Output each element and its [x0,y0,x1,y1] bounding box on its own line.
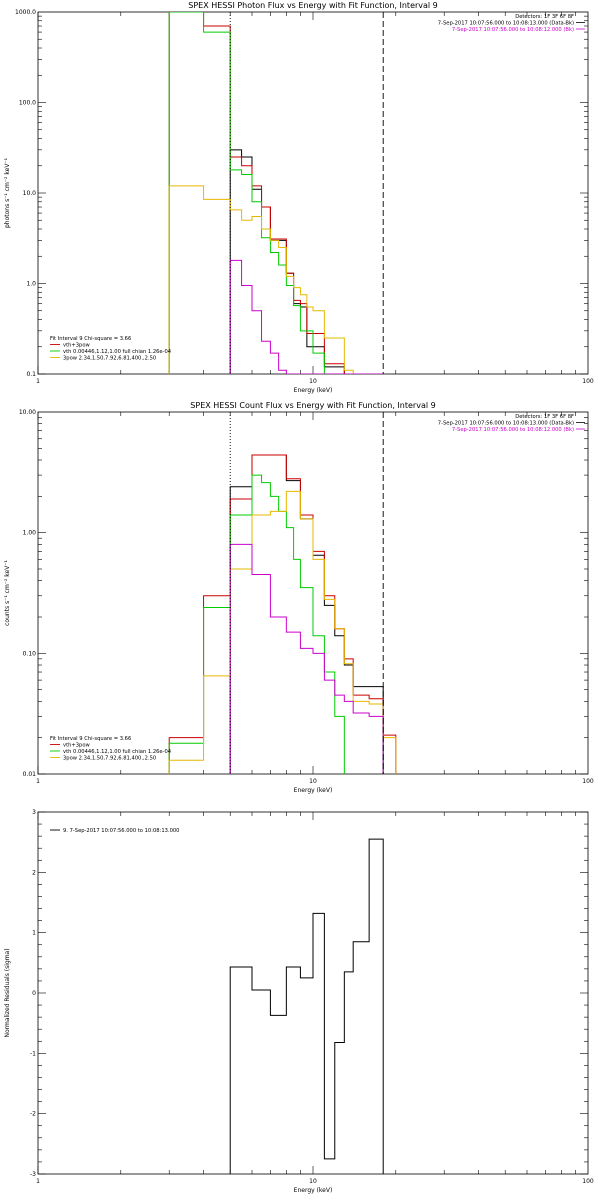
y-tick-label: 100.0 [19,100,36,107]
x-tick-label: 1 [36,378,40,385]
x-tick-label: 100 [582,378,594,385]
x-tick-label: 1 [36,778,40,785]
legend-entry: 9. 7-Sep-2017 10:07:56.000 to 10:08:13.0… [63,828,179,834]
y-tick-label: 10.00 [19,409,36,416]
y-tick-label: -2 [30,1111,36,1118]
series-step-line-1 [229,454,384,774]
y-tick-label: 2 [32,869,36,876]
legend-entry: vth+3pow [63,743,91,749]
series-step-line-3 [168,12,345,374]
series-step-line-5 [229,259,384,374]
y-tick-label: -3 [30,1171,36,1178]
info-line: Detectors: 1F 3F 6F 8F [515,14,574,20]
y-tick-label: 0.10 [23,650,37,657]
series-group [168,454,397,774]
x-tick-label: 10 [309,378,317,385]
y-tick-label: 3 [32,809,36,816]
series-step-line-1 [229,838,384,1174]
legend-entry: vth 0.00446,1.12,1.00 full chian 1.26e-0… [63,749,172,755]
legend-header: Fit Interval 9 Chi-square = 3.66 [50,336,131,342]
y-tick-label: 0.01 [23,771,37,778]
chart-title: SPEX HESSI Count Flux vs Energy with Fit… [190,401,435,410]
x-tick-label: 100 [582,1178,594,1185]
y-tick-label: 1000.0 [15,9,36,16]
legend-entry: vth+3pow [63,343,91,349]
y-axis-label: photons s⁻¹ cm⁻² keV⁻¹ [4,157,11,228]
x-axis-label: Energy (keV) [294,1187,333,1194]
y-tick-label: 1.0 [26,281,36,288]
chart-panel-2: SPEX HESSI Count Flux vs Energy with Fit… [4,401,594,794]
series-step-line-3 [168,474,345,774]
chart-panel-3: 1 10 100 -3 -2 -1 0 1 2 3 Energy (keV) Normalized R… [4,809,594,1194]
y-tick-label: 10.0 [23,190,37,197]
y-axis-label: counts s⁻¹ cm⁻² keV⁻¹ [4,560,11,626]
info-line: 7-Sep-2017 10:07:56.000 to 10:08:13.000 … [438,421,574,427]
chart-title: SPEX HESSI Photon Flux vs Energy with Fi… [188,1,438,10]
chart-panel-1: SPEX HESSI Photon Flux vs Energy with Fi… [4,1,594,394]
y-tick-label: -1 [30,1050,36,1057]
series-step-line-2 [168,12,384,374]
series-group [168,12,384,374]
x-tick-label: 100 [582,778,594,785]
legend-entry: 3pow 2.34,1.50,7.92,6.81,400.,2.50 [63,356,156,362]
x-tick-label: 10 [309,1178,317,1185]
x-tick-label: 10 [309,778,317,785]
info-line: 7-Sep-2017 10:07:56.000 to 10:08:12.000 … [452,427,574,433]
info-line: 7-Sep-2017 10:07:56.000 to 10:08:13.000 … [438,21,574,27]
plot-frame [37,811,589,1175]
x-tick-label: 1 [36,1178,40,1185]
legend-entry: 3pow 2.34,1.50,7.92,6.81,400.,2.50 [63,756,156,762]
x-axis-label: Energy (keV) [294,387,333,394]
y-tick-label: 1 [32,930,36,937]
series-step-line-5 [229,543,384,774]
legend-entry: vth 0.00446,1.12,1.00 full chian 1.26e-0… [63,349,172,355]
plot-frame [37,11,589,375]
legend-header: Fit Interval 9 Chi-square = 3.66 [50,736,131,742]
x-axis-label: Energy (keV) [294,787,333,794]
y-tick-label: 0 [32,990,36,997]
series-step-line-1 [229,149,384,374]
info-line: Detectors: 1F 3F 6F 8F [515,414,574,420]
y-tick-label: 1.00 [23,530,37,537]
series-step-line-4 [168,185,384,374]
series-group [229,838,384,1174]
y-tick-label: 0.1 [26,371,36,378]
info-line: 7-Sep-2017 10:07:56.000 to 10:08:12.000 … [452,27,574,33]
y-axis-label: Normalized Residuals (sigma) [4,948,11,1037]
